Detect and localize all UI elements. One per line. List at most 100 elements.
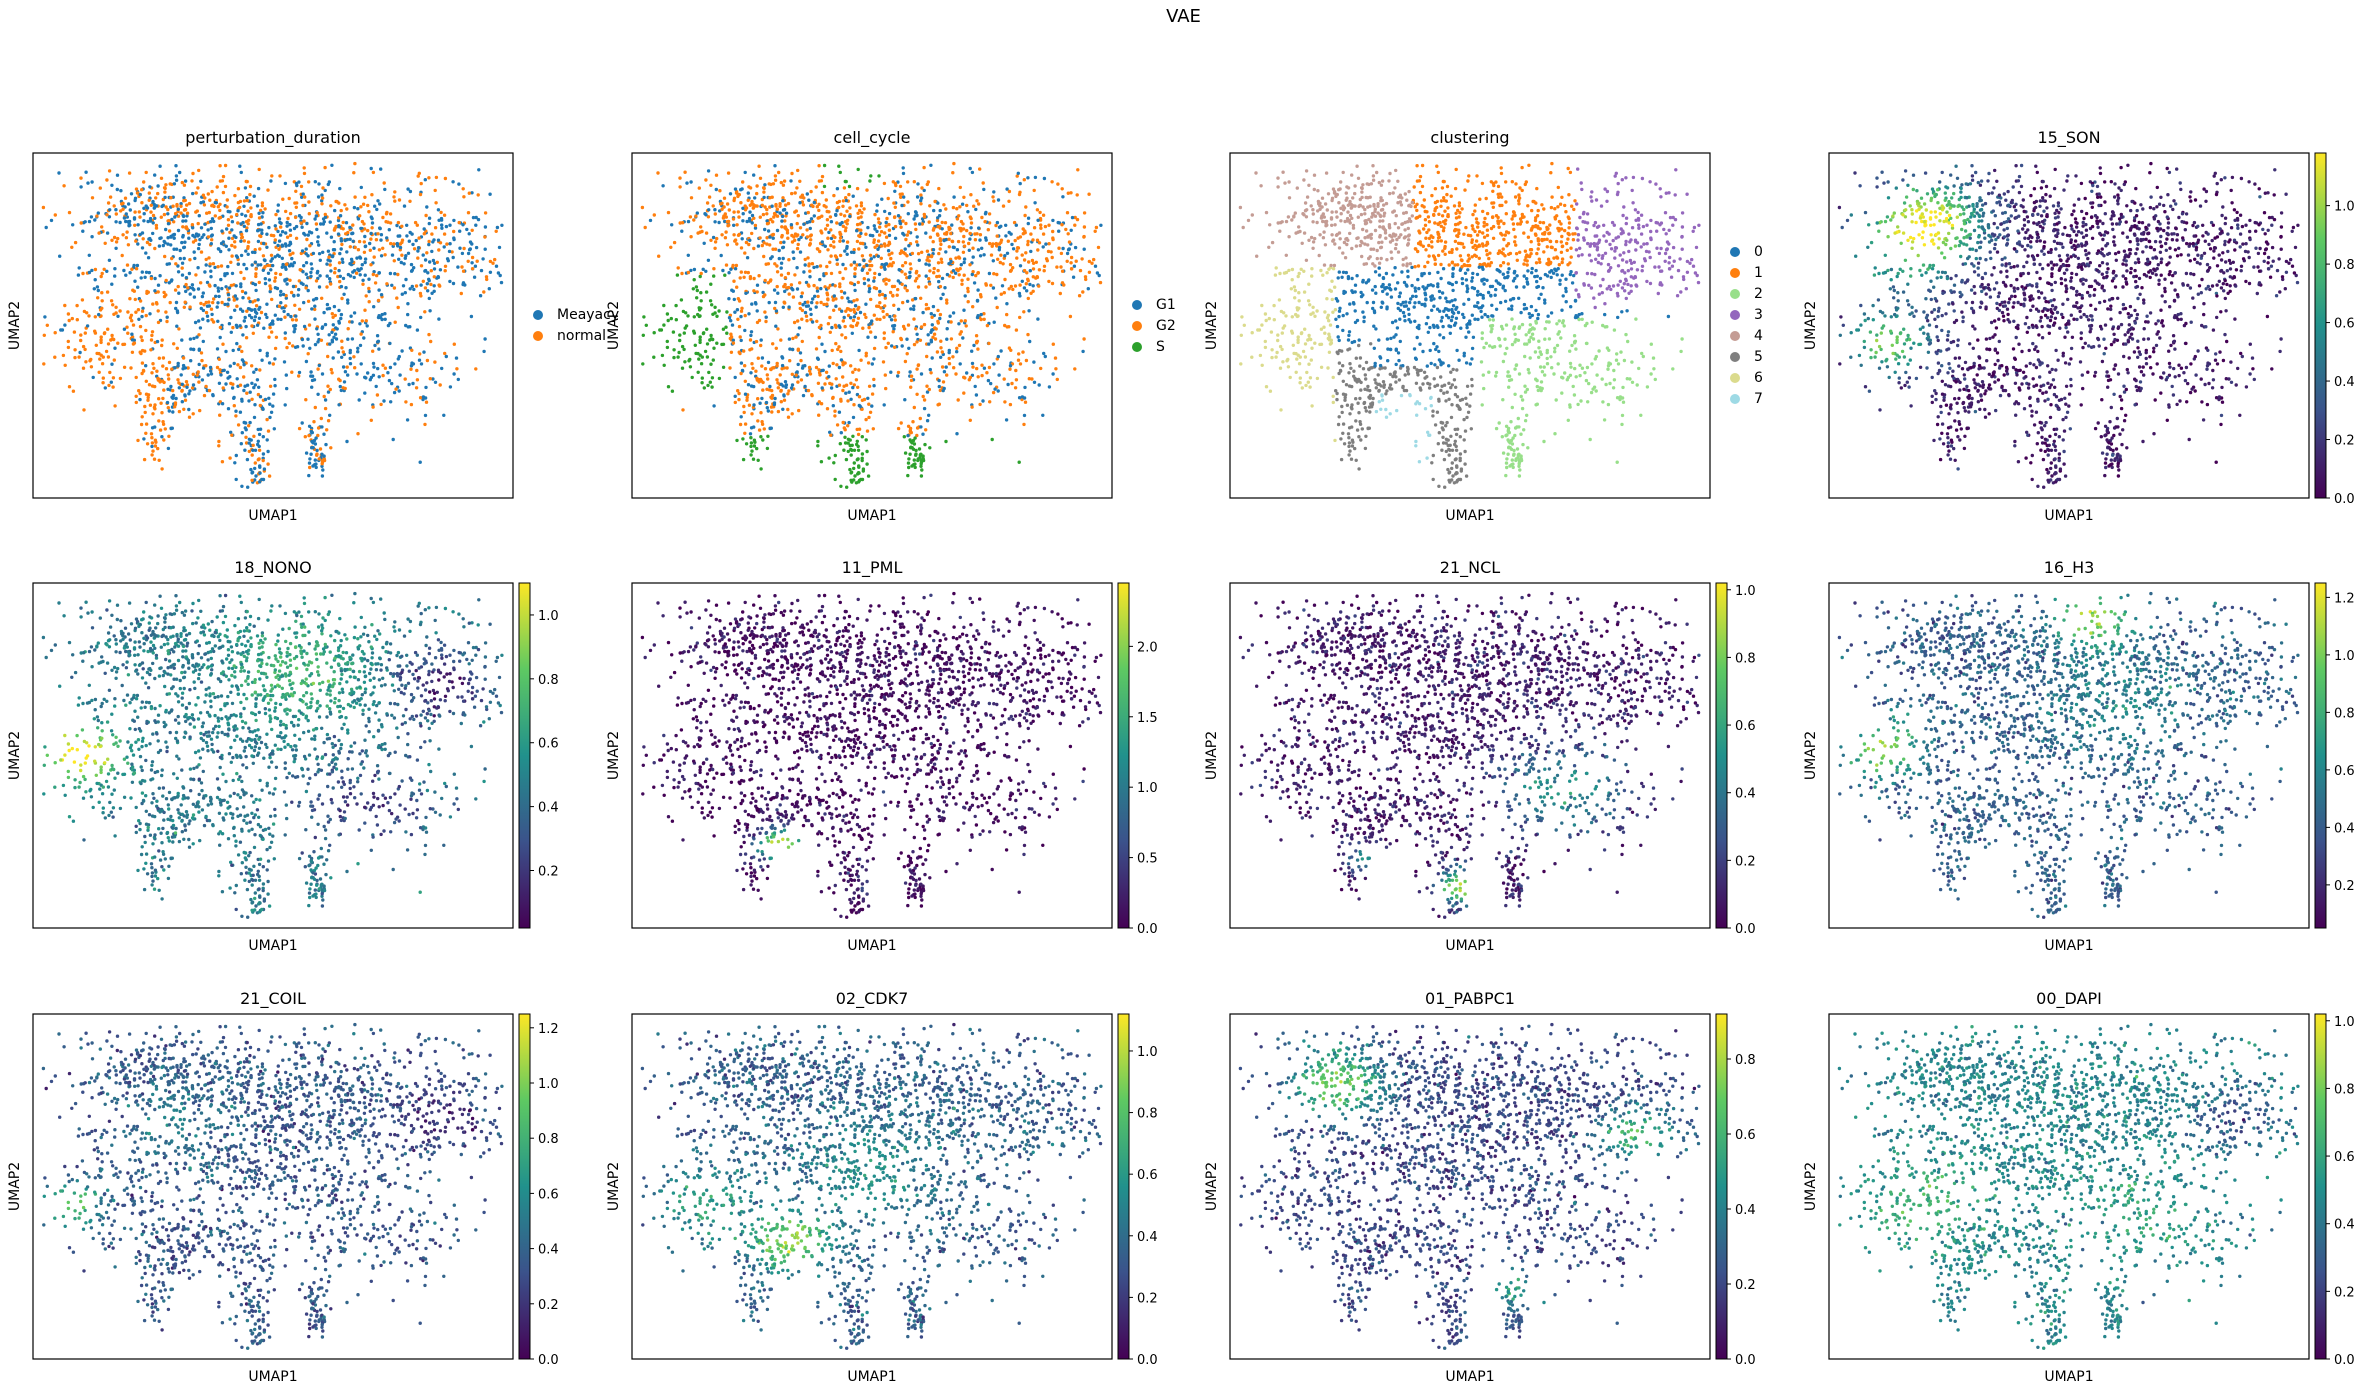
data-point <box>459 291 463 296</box>
data-point <box>276 209 280 213</box>
data-point <box>829 228 833 232</box>
data-point <box>743 379 747 383</box>
data-point <box>73 240 78 245</box>
data-point <box>837 345 841 349</box>
data-point <box>754 302 758 306</box>
data-point <box>176 264 180 268</box>
data-point <box>872 255 876 259</box>
data-point <box>855 298 859 302</box>
data-point <box>738 335 742 339</box>
data-point <box>936 268 940 273</box>
data-point <box>1038 210 1042 215</box>
data-point <box>288 240 292 244</box>
data-point <box>1098 280 1103 285</box>
data-point <box>763 278 767 283</box>
data-point <box>119 209 123 213</box>
data-point <box>856 444 860 449</box>
data-point <box>202 233 206 237</box>
data-point <box>767 300 771 305</box>
data-point <box>1533 218 1538 223</box>
data-point <box>919 474 924 478</box>
data-point <box>831 298 835 302</box>
data-point <box>261 435 265 439</box>
data-point <box>406 312 410 317</box>
data-point <box>145 240 150 245</box>
data-point <box>842 426 846 430</box>
data-point <box>265 302 269 306</box>
data-point <box>305 237 309 242</box>
data-point <box>1470 255 1474 259</box>
data-point <box>218 335 222 340</box>
data-point <box>779 382 783 386</box>
data-point <box>916 182 920 186</box>
data-point <box>905 233 909 237</box>
data-point <box>100 299 104 303</box>
data-point <box>444 224 449 229</box>
data-point <box>205 211 209 215</box>
data-point <box>800 339 804 344</box>
data-point <box>835 221 839 225</box>
data-point <box>878 301 882 305</box>
data-point <box>1013 284 1018 288</box>
data-point <box>320 464 324 468</box>
data-point <box>1270 348 1274 352</box>
data-point <box>240 232 244 237</box>
data-point <box>743 328 747 333</box>
data-point <box>385 282 389 286</box>
data-point <box>250 478 254 482</box>
data-point <box>235 325 239 329</box>
data-point <box>1272 303 1276 308</box>
data-point <box>793 238 797 242</box>
data-point <box>243 448 247 452</box>
data-point <box>1429 361 1433 366</box>
data-point <box>858 222 862 226</box>
data-point <box>429 269 433 273</box>
data-point <box>782 179 787 183</box>
data-point <box>431 258 436 263</box>
data-point <box>919 296 923 300</box>
data-point <box>466 251 471 256</box>
data-point <box>924 302 929 307</box>
data-point <box>268 289 272 294</box>
data-point <box>1536 388 1540 393</box>
data-point <box>406 251 411 255</box>
data-point <box>872 286 877 290</box>
data-point <box>1682 277 1686 282</box>
data-point <box>745 398 749 402</box>
data-point <box>300 225 304 229</box>
data-point <box>174 300 179 305</box>
data-point <box>87 253 91 257</box>
data-point <box>906 180 910 184</box>
data-point <box>918 222 922 226</box>
data-point <box>772 288 777 292</box>
data-point <box>461 269 466 273</box>
data-point <box>970 272 974 277</box>
data-point <box>732 210 736 214</box>
data-point <box>243 291 248 295</box>
data-point <box>361 202 366 206</box>
data-point <box>204 310 209 315</box>
data-point <box>1675 294 1680 298</box>
data-point <box>133 279 137 283</box>
data-point <box>126 220 131 224</box>
data-point <box>350 231 354 236</box>
data-point <box>1053 356 1058 360</box>
data-point <box>277 247 281 251</box>
data-point <box>358 343 363 348</box>
data-point <box>766 377 770 381</box>
data-point <box>982 366 987 370</box>
data-point <box>218 208 222 213</box>
data-point <box>426 289 430 293</box>
data-point <box>130 332 134 336</box>
data-point <box>884 220 888 225</box>
data-point <box>432 261 437 265</box>
data-point <box>1602 234 1606 238</box>
data-point <box>694 351 698 356</box>
data-point <box>434 201 438 205</box>
data-point <box>111 303 115 307</box>
data-point <box>824 271 828 276</box>
data-point <box>323 188 327 193</box>
data-point <box>354 271 359 275</box>
data-point <box>740 368 745 373</box>
data-point <box>795 370 799 374</box>
